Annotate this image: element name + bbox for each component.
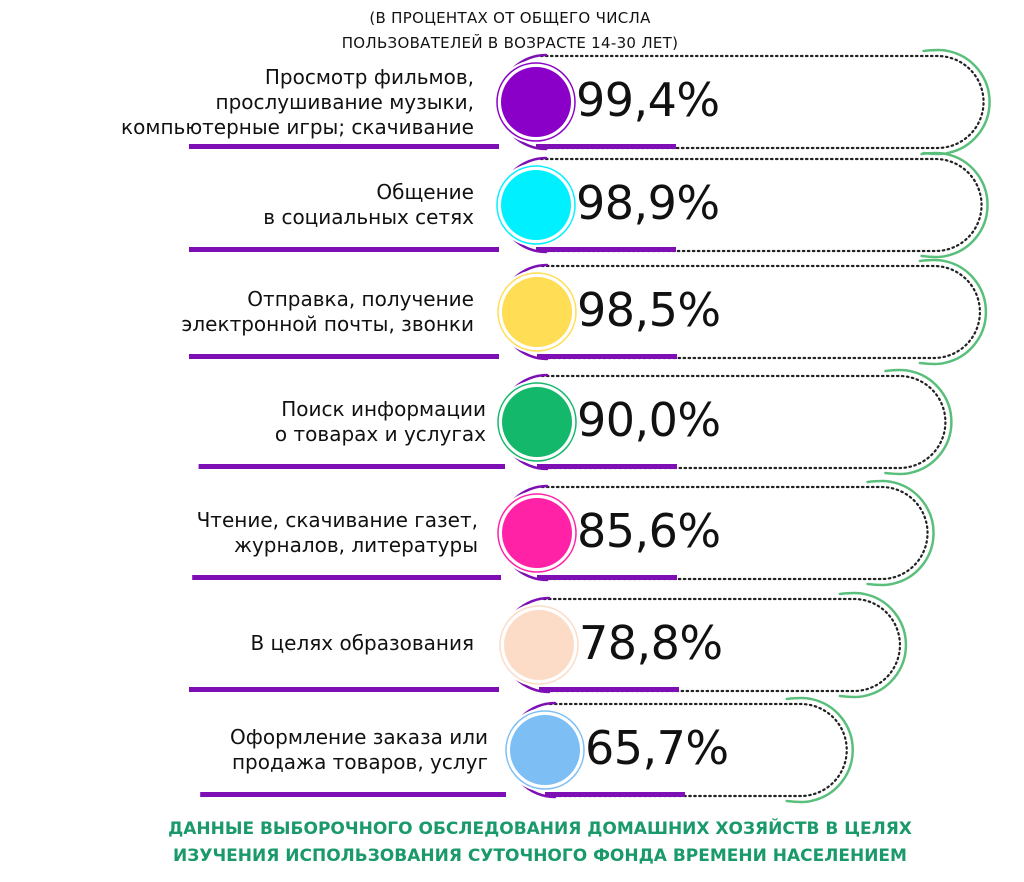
category-label-4: Поиск информации о товарах и услугах — [275, 397, 486, 447]
bar-outline-3 — [535, 264, 982, 360]
bar-end-arc-1 — [922, 48, 991, 156]
source-note: ДАННЫЕ ВЫБОРОЧНОГО ОБСЛЕДОВАНИЯ ДОМАШНИХ… — [60, 816, 1020, 870]
underline-value-4 — [537, 464, 677, 469]
value-label-4: 90,0% — [577, 393, 721, 447]
value-label-1: 99,4% — [576, 73, 720, 127]
underline-value-1 — [536, 144, 676, 149]
source-note-line-2: ИЗУЧЕНИЯ ИСПОЛЬЗОВАНИЯ СУТОЧНОГО ФОНДА В… — [173, 846, 907, 866]
category-label-1-line-1: Просмотр фильмов, — [264, 64, 474, 89]
circle-ring-3 — [497, 272, 577, 352]
circle-ring-6 — [499, 605, 579, 685]
underline-value-6 — [539, 687, 679, 692]
bar-outline-1 — [534, 54, 985, 150]
underline-value-3 — [537, 354, 677, 359]
bar-end-arc-3 — [918, 258, 988, 366]
category-label-1-line-2: прослушивание музыки, — [215, 89, 475, 114]
circle-ring-2 — [496, 165, 576, 245]
category-label-1: Просмотр фильмов, прослушивание музыки, ко… — [121, 65, 474, 140]
category-label-4-line-2: о товарах и услугах — [274, 422, 486, 446]
category-label-6: В целях образования — [250, 631, 474, 656]
underline-value-5 — [537, 575, 677, 580]
underline-label-4 — [198, 464, 505, 469]
subtitle-line-2: ПОЛЬЗОВАТЕЛЕЙ В ВОЗРАСТЕ 14-30 ЛЕТ) — [341, 34, 679, 52]
underline-label-7 — [200, 792, 506, 797]
category-label-4-line-1: Поиск информации — [281, 397, 486, 421]
category-label-7-line-2: продажа товаров, услуг — [231, 750, 488, 774]
category-label-3-line-2: электронной почты, звонки — [181, 312, 474, 336]
category-label-7-line-1: Оформление заказа или — [230, 725, 488, 749]
bar-outline-6 — [537, 597, 902, 693]
underline-label-5 — [192, 575, 501, 580]
circle-ring-4 — [497, 382, 577, 462]
category-label-5-line-2: журналов, литературы — [233, 533, 478, 557]
chart-subtitle: (В ПРОЦЕНТАХ ОТ ОБЩЕГО ЧИСЛА ПОЛЬЗОВАТЕЛ… — [250, 6, 770, 56]
circle-dot-3 — [502, 277, 572, 347]
circle-dot-2 — [501, 170, 571, 240]
source-note-line-1: ДАННЫЕ ВЫБОРОЧНОГО ОБСЛЕДОВАНИЯ ДОМАШНИХ… — [168, 819, 912, 839]
bar-end-arc-6 — [838, 591, 908, 699]
subtitle-line-1: (В ПРОЦЕНТАХ ОТ ОБЩЕГО ЧИСЛА — [369, 9, 651, 27]
bar-end-arc-2 — [920, 151, 989, 259]
circle-dot-5 — [502, 498, 572, 568]
bar-outline-5 — [535, 485, 929, 581]
circle-dot-1 — [501, 67, 571, 137]
circle-ring-5 — [497, 493, 577, 573]
circle-dot-6 — [504, 610, 574, 680]
category-label-1-line-3: компьютерные игры; скачивание — [121, 114, 474, 139]
category-label-2-line-2: в социальных сетях — [263, 205, 474, 229]
value-label-2: 98,9% — [576, 176, 720, 230]
category-label-5-line-1: Чтение, скачивание газет, — [196, 508, 478, 532]
underline-value-2 — [536, 247, 676, 252]
underline-value-7 — [545, 792, 685, 797]
bar-end-arc-5 — [866, 479, 935, 587]
value-label-7: 65,7% — [585, 721, 729, 775]
value-label-5: 85,6% — [577, 504, 721, 558]
category-label-2-line-1: Общение — [376, 180, 474, 204]
underline-label-6 — [189, 687, 499, 692]
category-label-5: Чтение, скачивание газет, журналов, литер… — [197, 508, 478, 558]
bar-outline-2 — [534, 157, 983, 253]
underline-label-1 — [189, 144, 499, 149]
category-label-2: Общение в социальных сетях — [263, 180, 474, 230]
circle-dot-7 — [510, 715, 580, 785]
circle-dot-4 — [502, 387, 572, 457]
category-label-6-line-1: В целях образования — [250, 630, 474, 655]
underline-label-3 — [189, 354, 499, 359]
bar-outline-4 — [535, 374, 947, 470]
bar-end-arc-4 — [884, 368, 953, 476]
bar-end-arc-7 — [785, 696, 854, 804]
bar-outline-7 — [543, 702, 848, 798]
circle-ring-1 — [496, 62, 576, 142]
value-label-6: 78,8% — [579, 616, 723, 670]
category-label-7: Оформление заказа или продажа товаров, ус… — [230, 725, 488, 775]
category-label-3-line-1: Отправка, получение — [247, 287, 474, 311]
circle-ring-7 — [505, 710, 585, 790]
category-label-3: Отправка, получение электронной почты, зв… — [181, 287, 474, 337]
underline-label-2 — [189, 247, 499, 252]
value-label-3: 98,5% — [577, 283, 721, 337]
